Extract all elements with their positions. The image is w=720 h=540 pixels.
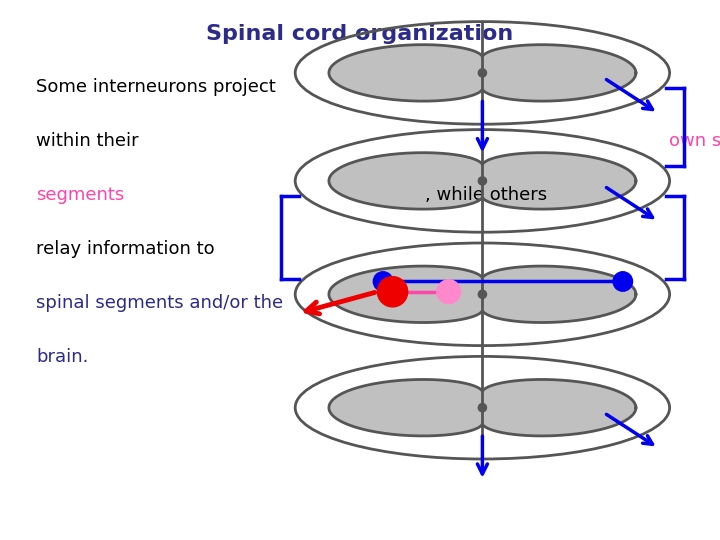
Text: spinal segments and/or the: spinal segments and/or the <box>36 294 283 312</box>
Circle shape <box>374 272 393 291</box>
Polygon shape <box>329 266 636 322</box>
Circle shape <box>478 290 487 299</box>
Text: Spinal cord organization: Spinal cord organization <box>207 24 513 44</box>
Ellipse shape <box>295 356 670 459</box>
Circle shape <box>377 276 408 307</box>
Text: within their: within their <box>36 132 145 150</box>
Circle shape <box>478 403 487 412</box>
Ellipse shape <box>295 243 670 346</box>
Circle shape <box>478 69 487 77</box>
Polygon shape <box>329 380 636 436</box>
Text: relay information to: relay information to <box>36 240 220 258</box>
Polygon shape <box>329 153 636 209</box>
Text: segments: segments <box>36 186 125 204</box>
Text: , while others: , while others <box>426 186 547 204</box>
Text: Some interneurons project: Some interneurons project <box>36 78 276 96</box>
Ellipse shape <box>295 130 670 232</box>
Circle shape <box>437 280 461 303</box>
Polygon shape <box>329 45 636 101</box>
Text: own spinal: own spinal <box>669 132 720 150</box>
Circle shape <box>478 177 487 185</box>
Circle shape <box>613 272 633 291</box>
Ellipse shape <box>295 22 670 124</box>
Text: brain.: brain. <box>36 348 89 366</box>
